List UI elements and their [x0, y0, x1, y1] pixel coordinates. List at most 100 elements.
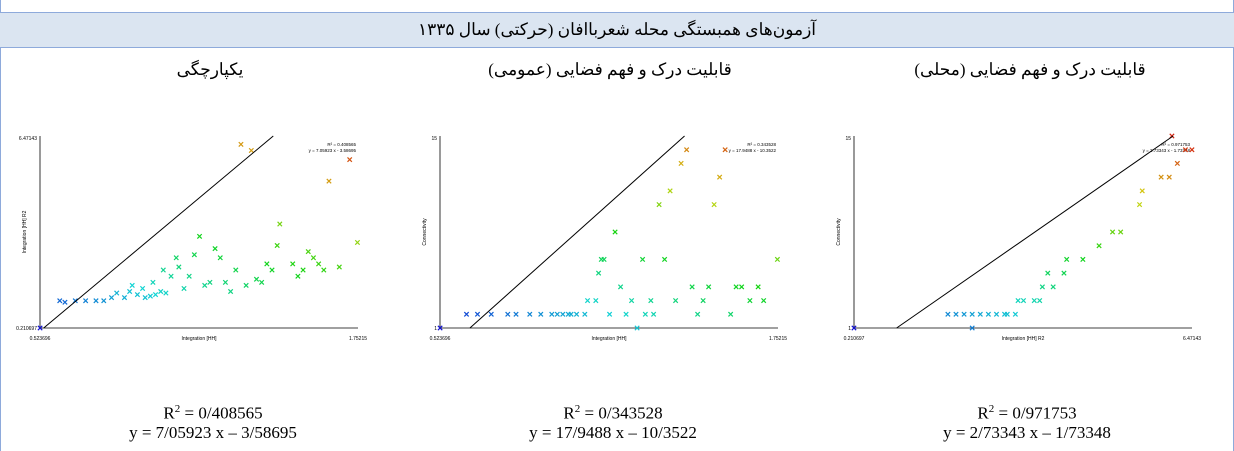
- data-point: [347, 157, 353, 163]
- data-point: [1080, 256, 1086, 263]
- y-tick-label: 1: [434, 326, 437, 332]
- data-point: [127, 288, 133, 295]
- equation-right: y = 2/73343 x – 1/73348: [943, 422, 1111, 442]
- x-tick-label: 1.75215: [349, 336, 367, 342]
- data-point: [689, 284, 695, 290]
- data-point: [181, 285, 187, 292]
- data-point: [993, 311, 1000, 317]
- data-point: [321, 267, 327, 273]
- data-point: [733, 284, 739, 290]
- data-point: [1136, 201, 1143, 208]
- y-tick-label: 15: [431, 136, 437, 142]
- data-point: [969, 311, 975, 317]
- chart-left: 0.523696 1.75215 0.210697 6.47143 Integratio…: [8, 124, 378, 354]
- data-point: [985, 311, 992, 317]
- data-point: [202, 282, 208, 289]
- data-point: [568, 311, 574, 317]
- data-point: [336, 264, 342, 270]
- equation-left: y = 7/05923 x – 3/58695: [129, 422, 297, 442]
- data-point: [269, 267, 275, 273]
- data-point: [700, 297, 706, 304]
- data-point: [212, 245, 218, 252]
- data-point: [747, 297, 753, 304]
- data-point: [728, 311, 734, 317]
- data-point: [656, 201, 662, 208]
- data-point: [186, 273, 192, 279]
- r2-line-left: R2 = 0/408565: [83, 400, 343, 423]
- data-point: [623, 311, 629, 317]
- data-point: [488, 311, 494, 317]
- y-tick-label: 15: [845, 136, 851, 142]
- data-point: [108, 295, 115, 301]
- data-point: [173, 255, 179, 261]
- data-point: [227, 288, 234, 295]
- data-point: [722, 147, 728, 153]
- r2-value: = 0/408565: [184, 403, 263, 423]
- x-axis-label: Integration [HH] R2: [1002, 336, 1045, 342]
- data-point: [83, 298, 89, 304]
- regression-line: [43, 135, 274, 329]
- data-point: [1139, 188, 1145, 194]
- data-point: [295, 273, 301, 279]
- data-point: [1039, 284, 1046, 290]
- data-point: [196, 233, 203, 239]
- data-point: [1012, 311, 1019, 317]
- left-border: [0, 0, 1, 451]
- data-point: [977, 311, 983, 317]
- data-point: [147, 293, 153, 299]
- equation-annotation: y = 17.9488 x - 10.3522: [729, 148, 777, 153]
- data-point: [168, 273, 174, 279]
- data-point: [549, 311, 555, 317]
- data-point: [264, 261, 270, 267]
- data-point: [961, 311, 967, 317]
- data-point: [191, 252, 197, 258]
- data-point: [601, 256, 607, 263]
- data-point: [176, 264, 182, 270]
- data-point: [437, 325, 443, 331]
- data-point: [152, 291, 159, 298]
- x-axis-label: Integration [HH]: [591, 336, 627, 342]
- r2-label: R: [563, 403, 575, 423]
- data-point: [648, 297, 654, 304]
- data-point: [474, 311, 481, 317]
- data-point: [739, 284, 745, 290]
- data-point: [1037, 297, 1043, 304]
- data-point: [1045, 270, 1051, 276]
- data-point: [1166, 174, 1172, 180]
- x-tick-label: 6.47143: [1183, 336, 1201, 342]
- data-point: [310, 255, 317, 261]
- data-point: [584, 297, 591, 304]
- data-point: [634, 325, 640, 331]
- data-point: [114, 290, 120, 296]
- data-point: [639, 256, 646, 263]
- data-point: [121, 295, 128, 301]
- data-point: [1158, 174, 1164, 180]
- r2-value: = 0/343528: [584, 403, 663, 423]
- data-point: [1096, 243, 1102, 249]
- data-point: [1064, 256, 1070, 263]
- column-title-left-text: یکپارچگی: [176, 60, 244, 79]
- data-point: [650, 311, 657, 317]
- data-point: [158, 288, 164, 295]
- page-title-text: آزمون‌های همبستگی محله شعرباافان (حرکتی)…: [418, 20, 817, 39]
- page-title: آزمون‌های همبستگی محله شعرباافان (حرکتی)…: [0, 12, 1234, 48]
- data-point: [274, 242, 280, 249]
- data-point: [606, 311, 613, 317]
- stats-left: R2 = 0/408565 y = 7/05923 x – 3/58695: [83, 400, 343, 442]
- x-tick-label: 0.210697: [844, 336, 865, 342]
- data-point: [134, 291, 141, 298]
- data-point: [238, 141, 244, 147]
- data-point: [612, 229, 618, 235]
- data-point: [582, 311, 588, 317]
- column-title-right: قابلیت درک و فهم فضایی (محلی): [830, 60, 1230, 90]
- data-point: [617, 284, 624, 290]
- data-point: [463, 311, 470, 317]
- stats-middle: R2 = 0/343528 y = 17/9488 x – 10/3522: [483, 400, 743, 442]
- r2-value: = 0/971753: [998, 403, 1077, 423]
- stats-right: R2 = 0/971753 y = 2/73343 x – 1/73348: [897, 400, 1157, 442]
- data-point: [290, 261, 296, 267]
- data-point: [505, 311, 511, 317]
- data-point: [150, 279, 156, 285]
- superscript-2: 2: [574, 403, 581, 415]
- data-point: [642, 311, 648, 317]
